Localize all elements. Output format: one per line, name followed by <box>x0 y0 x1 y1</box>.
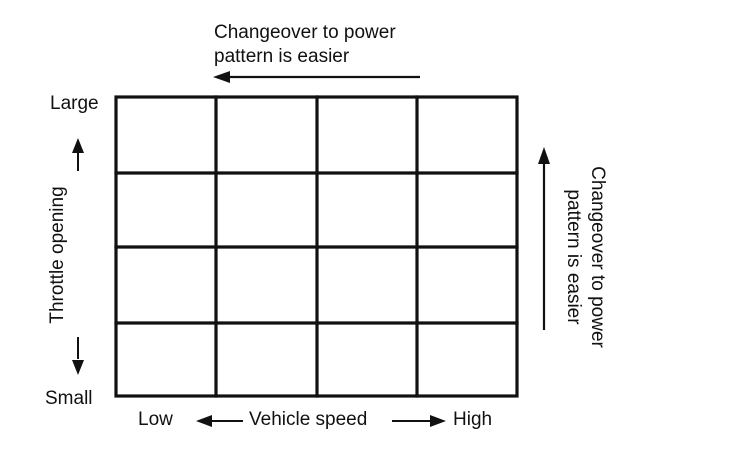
y-axis-bottom-label: Small <box>45 388 93 409</box>
y-axis-top-label: Large <box>50 93 99 114</box>
right-caption: Changeover to power pattern is easier <box>561 166 609 348</box>
top-caption-line-1: Changeover to power <box>214 22 396 43</box>
x-axis-left-label: Low <box>138 409 173 430</box>
y-axis-title: Throttle opening <box>47 186 68 324</box>
x-axis-right-label: High <box>453 409 493 430</box>
y-axis-down-arrow <box>72 337 84 375</box>
right-caption-line-2: pattern is easier <box>563 189 584 325</box>
top-left-arrow <box>213 71 420 83</box>
x-axis-left-arrow <box>196 415 243 427</box>
x-axis-right-arrow <box>392 415 446 427</box>
top-caption: Changeover to power pattern is easier <box>214 22 474 70</box>
x-axis-title: Vehicle speed <box>249 409 368 430</box>
y-axis-up-arrow <box>72 138 84 171</box>
right-caption-line-1: Changeover to power <box>587 166 608 348</box>
grid-frame <box>114 95 519 398</box>
right-up-arrow <box>538 147 550 330</box>
top-caption-line-2: pattern is easier <box>214 46 350 67</box>
